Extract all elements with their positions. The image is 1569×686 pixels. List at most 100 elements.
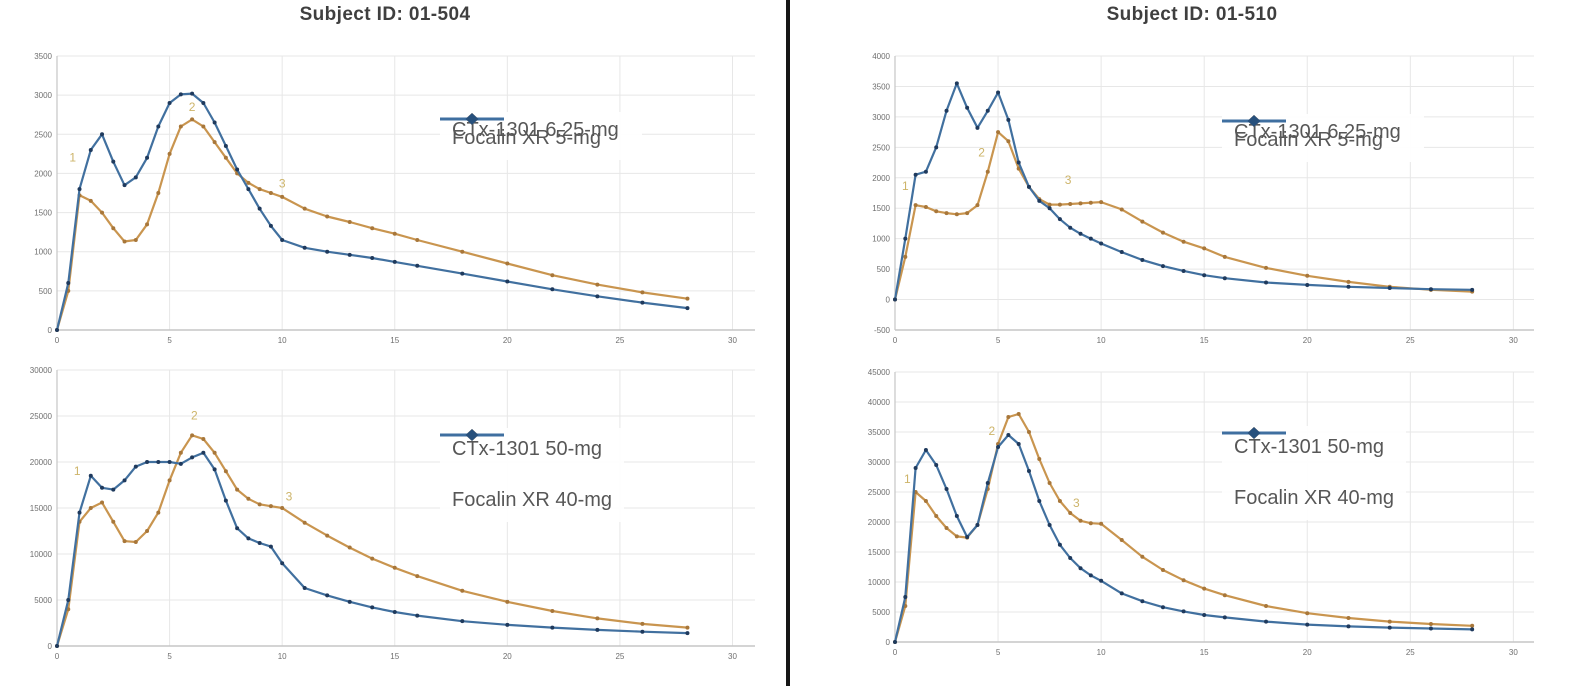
data-point-marker [996, 445, 1001, 449]
data-point-marker [550, 287, 555, 292]
data-point-marker [370, 556, 375, 561]
x-tick-label: 10 [1097, 648, 1106, 657]
data-point-marker [145, 460, 150, 464]
data-point-marker [167, 478, 172, 483]
data-point-marker [1068, 225, 1073, 230]
data-point-marker [975, 125, 980, 130]
data-point-marker [1068, 511, 1073, 515]
data-point-marker [302, 206, 307, 211]
data-point-marker [133, 540, 138, 545]
data-point-marker [1202, 273, 1207, 278]
data-point-marker [1119, 591, 1124, 596]
data-point-marker [1387, 625, 1392, 630]
data-point-marker [460, 271, 465, 276]
data-point-marker [595, 282, 600, 287]
data-point-marker [923, 205, 928, 210]
data-point-marker [88, 506, 93, 510]
data-point-marker [212, 450, 217, 455]
legend-item: Focalin XR 40-mg [440, 429, 612, 514]
chart-legend: CTx-1301 50-mg Focalin XR 40-mg [1222, 426, 1407, 520]
data-point-marker [1078, 566, 1083, 571]
y-tick-label: -500 [874, 326, 891, 335]
peak-annotation: 2 [989, 424, 996, 438]
legend-item: Focalin XR 5-mg [1222, 115, 1383, 154]
x-tick-label: 20 [503, 652, 512, 661]
data-point-marker [1305, 273, 1310, 278]
data-point-marker [1088, 200, 1093, 205]
data-point-marker [268, 504, 273, 509]
data-point-marker [1181, 578, 1186, 583]
data-point-marker [1099, 521, 1104, 526]
data-point-marker [985, 169, 990, 174]
data-point-marker [944, 108, 949, 113]
data-point-marker [1047, 202, 1052, 207]
data-point-marker [133, 237, 138, 242]
y-tick-label: 15000 [868, 548, 891, 557]
line-chart-svg: 0 5000 10000 15000 20000 25000 30000 0 5 10 15 20 25… [30, 366, 755, 661]
data-point-marker [1140, 257, 1145, 262]
x-tick-label: 25 [615, 336, 624, 345]
x-tick-label: 0 [55, 652, 60, 661]
data-point-marker [122, 478, 127, 483]
data-point-marker [268, 191, 273, 195]
data-point-marker [1202, 246, 1207, 251]
data-point-marker [1202, 613, 1207, 617]
data-point-marker [246, 536, 251, 541]
y-tick-label: 3000 [872, 113, 890, 122]
peak-annotation: 1 [904, 472, 911, 486]
data-point-marker [1099, 241, 1104, 246]
x-tick-label: 15 [1200, 648, 1209, 657]
data-point-marker [268, 223, 273, 228]
data-point-marker [1387, 285, 1392, 290]
data-point-marker [1160, 264, 1165, 269]
data-point-marker [246, 180, 251, 185]
data-point-marker [415, 574, 420, 579]
data-point-marker [1057, 499, 1062, 503]
data-point-marker [370, 255, 375, 260]
data-point-marker [954, 81, 959, 86]
data-point-marker [347, 545, 352, 550]
data-point-marker [201, 437, 206, 441]
peak-annotation: 3 [1065, 173, 1072, 187]
data-point-marker [1305, 622, 1310, 627]
data-point-marker [1305, 282, 1310, 287]
x-tick-label: 20 [1303, 336, 1312, 345]
chart-subject-504-low-dose: 0 500 1000 1500 2000 2500 3000 3500 0 5 10 15 20 25 30… [10, 30, 760, 360]
data-point-marker [965, 105, 970, 110]
data-point-marker [1264, 280, 1269, 285]
data-point-marker [178, 124, 183, 129]
x-tick-label: 5 [996, 648, 1001, 657]
data-point-marker [167, 460, 172, 464]
data-point-marker [975, 523, 980, 527]
data-point-marker [1160, 230, 1165, 235]
peak-annotation: 1 [74, 464, 81, 478]
chart-legend: CTx-1301 6.25-mg Focalin XR 5-mg [440, 112, 642, 160]
y-tick-label: 500 [877, 265, 891, 274]
data-point-marker [1088, 236, 1093, 241]
data-point-marker [212, 120, 217, 125]
legend-item: Focalin XR 40-mg [1222, 427, 1394, 512]
y-tick-label: 3000 [34, 91, 52, 100]
data-point-marker [235, 487, 240, 492]
data-point-marker [133, 464, 138, 469]
x-tick-label: 25 [1406, 648, 1415, 657]
y-tick-label: 1000 [34, 248, 52, 257]
data-point-marker [640, 629, 645, 634]
data-point-marker [325, 214, 330, 219]
x-tick-label: 0 [893, 648, 898, 657]
data-point-marker [223, 155, 228, 160]
y-tick-label: 20000 [30, 458, 53, 467]
data-point-marker [111, 487, 116, 492]
data-point-marker [1068, 556, 1073, 560]
data-point-marker [944, 526, 949, 530]
data-point-marker [1181, 239, 1186, 244]
data-point-marker [145, 529, 150, 533]
data-point-marker [1047, 206, 1052, 211]
legend-marker-focalin-icon [1222, 427, 1286, 439]
data-point-marker [1057, 542, 1062, 547]
panel-title-subject-510: Subject ID: 01-510 [1106, 4, 1278, 25]
y-tick-label: 5000 [34, 596, 52, 605]
x-tick-label: 25 [615, 652, 624, 661]
data-point-marker [903, 236, 908, 241]
data-point-marker [550, 609, 555, 614]
